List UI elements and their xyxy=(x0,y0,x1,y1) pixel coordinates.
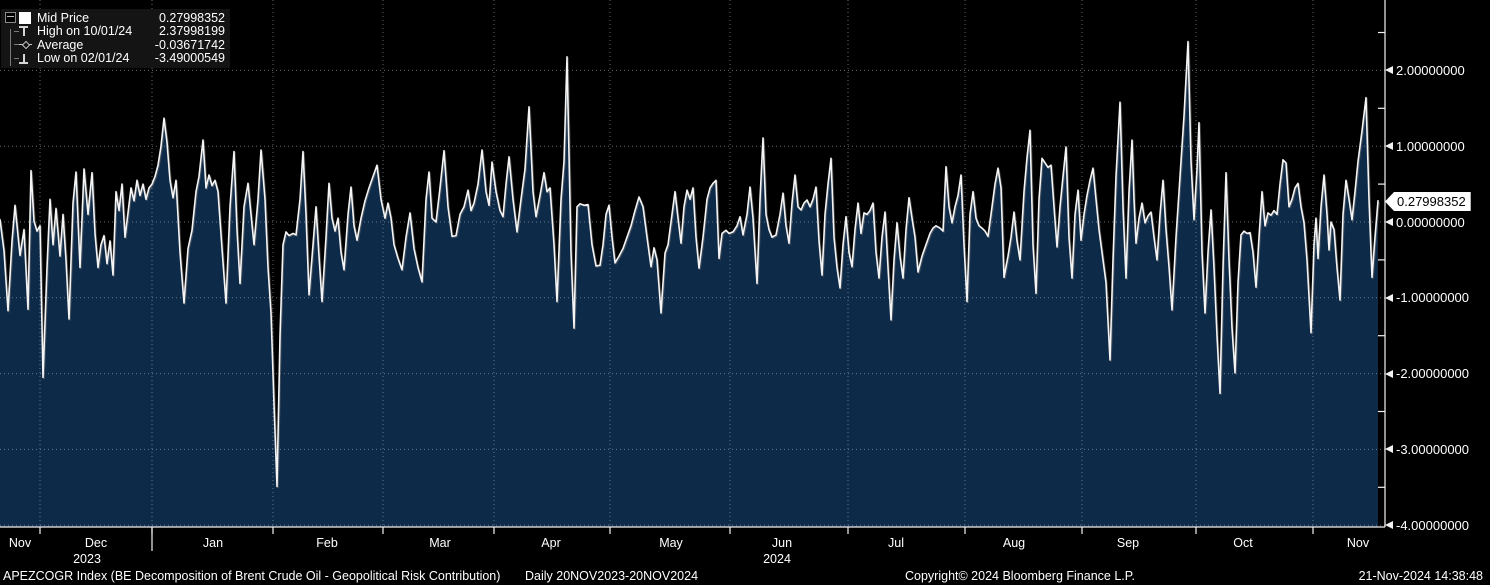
y-axis-label-text: -3.00000000 xyxy=(1396,441,1470,457)
month-label: Apr xyxy=(541,536,561,550)
y-axis-label-text: -4.00000000 xyxy=(1396,517,1470,533)
last-price-value: 0.27998352 xyxy=(1397,194,1466,209)
period-label: Daily 20NOV2023-20NOV2024 xyxy=(525,569,699,583)
legend-item-label: Mid Price xyxy=(37,10,90,25)
y-axis-label-text: -2.00000000 xyxy=(1396,366,1470,382)
y-axis-label: -2.00000000 xyxy=(1385,366,1469,382)
y-axis-label-text: -1.00000000 xyxy=(1396,290,1470,306)
timestamp-label: 21-Nov-2024 14:38:48 xyxy=(1358,569,1483,583)
copyright-label: Copyright© 2024 Bloomberg Finance L.P. xyxy=(905,569,1135,583)
legend-tree-stub xyxy=(5,44,19,46)
legend-tree-stub xyxy=(5,30,19,32)
legend-tree-connector xyxy=(10,29,11,66)
legend-item[interactable]: Low on 02/01/24 -3.49000549 xyxy=(1,51,230,66)
chart-legend: Mid Price 0.27998352 High on 10/01/24 2.379… xyxy=(1,9,230,68)
month-label: May xyxy=(659,536,683,550)
y-tick-arrow-icon xyxy=(1385,369,1393,378)
legend-tree-col xyxy=(5,12,19,24)
legend-item-label: Low on 02/01/24 xyxy=(37,51,130,66)
legend-collapse-icon[interactable] xyxy=(5,12,16,24)
y-axis-label: -3.00000000 xyxy=(1385,441,1469,457)
y-tick-arrow-icon xyxy=(1385,218,1393,226)
y-axis-label: 2.00000000 xyxy=(1385,62,1465,78)
legend-item[interactable]: High on 10/01/24 2.37998199 xyxy=(1,24,230,39)
y-tick-arrow-icon xyxy=(1385,293,1393,302)
y-tick-arrow-icon xyxy=(1385,66,1393,75)
mid-price-square-icon xyxy=(19,11,31,24)
month-label: Jun xyxy=(771,536,793,550)
legend-item[interactable]: Mid Price 0.27998352 xyxy=(1,11,230,25)
y-axis-label: -1.00000000 xyxy=(1385,290,1469,306)
series-area xyxy=(0,41,1378,527)
series-line xyxy=(0,40,1379,488)
legend-tree-branch xyxy=(14,30,19,32)
low-whisker-icon xyxy=(19,52,28,65)
average-marker-icon xyxy=(19,39,32,50)
month-label: Oct xyxy=(1233,536,1253,550)
legend-tree-branch xyxy=(14,57,19,59)
month-label: Nov xyxy=(1346,536,1370,550)
legend-item-label: Average xyxy=(37,37,84,52)
legend-item-value: 0.27998352 xyxy=(158,10,225,25)
y-axis-label-text: 1.00000000 xyxy=(1396,138,1465,154)
month-label: Aug xyxy=(1002,536,1026,550)
month-label: Dec xyxy=(84,536,108,550)
y-tick-arrow-icon xyxy=(1385,521,1393,530)
legend-item-value: -3.49000549 xyxy=(154,51,225,66)
legend-item[interactable]: Average -0.03671742 xyxy=(1,38,230,52)
legend-item-label: High on 10/01/24 xyxy=(37,24,133,39)
legend-tree-stub xyxy=(5,57,19,59)
y-axis-label: 1.00000000 xyxy=(1385,138,1465,154)
last-price-tag: 0.27998352 xyxy=(1385,192,1471,211)
month-label: Nov xyxy=(8,536,32,550)
security-title: APEZCOGR Index (BE Decomposition of Bren… xyxy=(3,569,501,583)
high-whisker-icon xyxy=(19,25,28,37)
y-tick-arrow-icon xyxy=(1385,445,1393,454)
year-label: 2023 xyxy=(73,552,101,566)
y-axis-label-text: 0.00000000 xyxy=(1396,214,1465,230)
y-axis-label: 0.00000000 xyxy=(1385,214,1465,230)
month-label: Jul xyxy=(888,536,904,550)
month-label: Mar xyxy=(429,536,451,550)
y-tick-arrow-icon xyxy=(1385,142,1393,151)
month-label: Sep xyxy=(1116,536,1140,550)
y-axis-label: -4.00000000 xyxy=(1385,517,1469,533)
month-label: Jan xyxy=(202,536,224,550)
month-label: Feb xyxy=(316,536,338,550)
legend-item-value: 2.37998199 xyxy=(158,24,225,39)
legend-tree-branch xyxy=(14,44,19,46)
year-label: 2024 xyxy=(763,552,791,566)
footer-bar: APEZCOGR Index (BE Decomposition of Bren… xyxy=(0,567,1490,585)
legend-item-value: -0.03671742 xyxy=(154,37,225,52)
y-axis-label-text: 2.00000000 xyxy=(1396,62,1465,78)
